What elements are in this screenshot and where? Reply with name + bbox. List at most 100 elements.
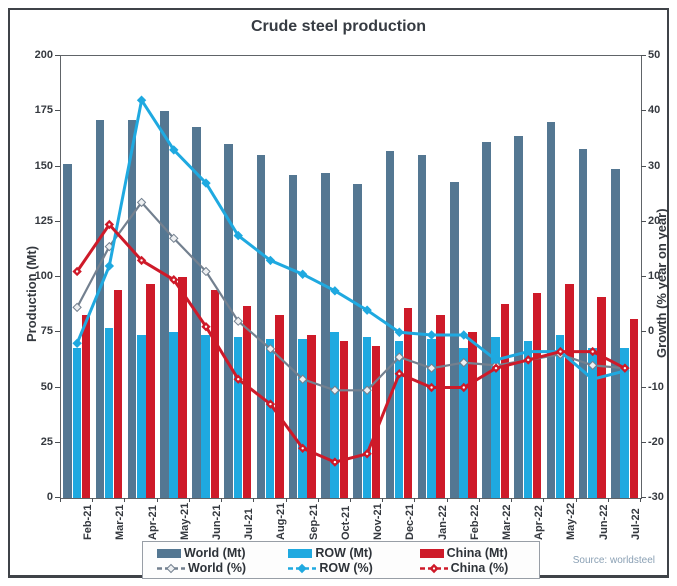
x-tick-label-nov-21: Nov-21 [372, 503, 385, 540]
bar-rowmt-dec-21 [394, 341, 404, 498]
bar-rowmt-nov-21 [362, 336, 372, 498]
bar-worldmt-jul-21 [224, 144, 233, 498]
legend-label: China (Mt) [446, 546, 508, 560]
legend-line-icon [288, 563, 317, 573]
left-tick-label: 150 [34, 159, 53, 172]
marker-dot [301, 447, 304, 450]
marker-diamond [587, 360, 598, 371]
legend-swatch-icon [288, 548, 313, 558]
x-tick-mark [92, 498, 94, 502]
legend-item-worldmt: World (Mt) [157, 546, 262, 560]
x-tick-mark [124, 498, 126, 502]
x-tick-mark [317, 498, 319, 502]
marker-diamond [72, 338, 82, 349]
marker-dot [462, 386, 465, 389]
bar-chinamt-jan-22 [436, 314, 445, 498]
bar-chinamt-may-22 [565, 283, 574, 498]
marker-diamond [265, 344, 276, 354]
bar-chinamt-jun-22 [597, 296, 606, 498]
x-tick-label-dec-21: Dec-21 [404, 503, 417, 540]
marker-diamond [394, 327, 405, 337]
bar-chinamt-aug-21 [275, 314, 284, 498]
marker-diamond [233, 230, 243, 241]
marker-diamond [201, 266, 211, 277]
left-tick-label: 75 [40, 325, 53, 338]
legend-item-china: China (%) [419, 561, 525, 575]
left-tick-mark [55, 276, 60, 277]
x-tick-mark [253, 498, 255, 502]
legend-item-world: World (%) [157, 561, 262, 575]
line-world [76, 200, 625, 392]
x-tick-label-oct-21: Oct-21 [339, 505, 352, 540]
x-tick-mark [414, 498, 416, 502]
right-tick-label: 20 [648, 214, 661, 227]
bar-worldmt-jun-22 [578, 148, 588, 498]
right-tick-label: 0 [648, 325, 655, 338]
source-note: Source: worldsteel [572, 555, 655, 566]
right-tick-mark [641, 110, 646, 112]
bar-rowmt-oct-21 [330, 332, 339, 498]
bar-rowmt-jul-21 [233, 336, 243, 498]
marker-diamond [459, 357, 469, 368]
bar-rowmt-feb-21 [72, 347, 82, 498]
bar-worldmt-sep-21 [288, 175, 298, 498]
x-tick-label-jun-21: Jun-21 [211, 504, 223, 540]
marker-diamond [362, 385, 372, 395]
bar-rowmt-apr-22 [523, 341, 533, 498]
x-tick-mark [60, 498, 61, 502]
bar-worldmt-apr-21 [127, 120, 137, 498]
bar-rowmt-feb-22 [459, 347, 468, 498]
marker-diamond [265, 255, 276, 266]
marker-diamond [201, 178, 211, 188]
right-tick-mark [641, 165, 646, 167]
plot-area [60, 55, 642, 499]
x-tick-mark [156, 498, 158, 502]
left-tick-label: 25 [40, 435, 53, 448]
marker-diamond [523, 346, 533, 357]
bar-chinamt-jun-21 [210, 290, 220, 498]
right-tick-mark [641, 497, 646, 498]
legend: World (Mt) ROW (Mt) China (Mt) World (%) ROW… [142, 541, 540, 579]
bar-rowmt-jan-22 [427, 338, 436, 498]
marker-dot [365, 452, 369, 455]
marker-dot [237, 378, 240, 381]
bar-worldmt-mar-22 [482, 142, 491, 498]
left-tick-label: 100 [34, 270, 53, 282]
marker-diamond [297, 269, 308, 279]
bar-worldmt-oct-21 [321, 173, 330, 498]
left-tick-mark [55, 110, 60, 112]
marker-diamond [394, 352, 405, 362]
bar-worldmt-mar-21 [95, 120, 105, 498]
marker-dot [398, 372, 401, 375]
x-tick-label-jun-22: Jun-22 [597, 504, 610, 540]
bar-rowmt-jul-22 [620, 347, 629, 498]
left-tick-label: 200 [34, 49, 53, 61]
bar-worldmt-aug-21 [256, 155, 266, 498]
x-tick-mark [640, 498, 641, 502]
marker-dot [269, 402, 272, 406]
legend-line-icon [419, 563, 448, 573]
marker-dot [559, 350, 562, 353]
bar-rowmt-sep-21 [298, 338, 307, 498]
chart-frame: Crude steel production Production (Mt) G… [8, 8, 669, 579]
bar-chinamt-apr-21 [146, 283, 155, 498]
bar-chinamt-oct-21 [339, 341, 349, 498]
x-tick-label-aug-21: Aug-21 [275, 502, 288, 540]
left-tick-mark [55, 55, 60, 56]
legend-swatch-icon [419, 548, 444, 558]
marker-dot [494, 366, 498, 370]
bar-worldmt-feb-22 [450, 182, 459, 498]
chart-title: Crude steel production [250, 18, 427, 35]
x-tick-label-mar-21: Mar-21 [114, 504, 127, 540]
left-tick-mark [55, 497, 60, 498]
bar-worldmt-may-22 [546, 122, 556, 498]
left-tick-mark [55, 331, 60, 333]
bar-rowmt-jun-22 [588, 347, 597, 498]
right-tick-label: -10 [648, 380, 664, 393]
bar-worldmt-apr-22 [514, 135, 523, 498]
marker-diamond [330, 286, 340, 296]
marker-dot [623, 366, 627, 370]
x-tick-label-apr-21: Apr-21 [146, 505, 159, 540]
x-tick-mark [188, 498, 190, 502]
marker-diamond [587, 374, 598, 384]
